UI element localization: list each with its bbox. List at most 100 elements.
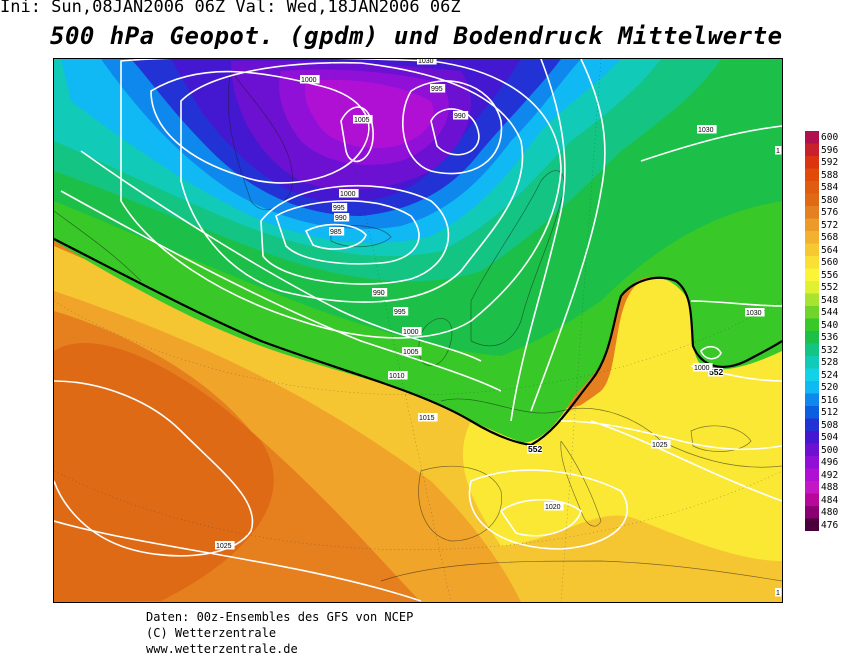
contour-label-bg [215, 541, 235, 550]
colorbar-cell-596 [805, 143, 819, 157]
contour-label-bg [697, 125, 717, 134]
contour-label-1000: 1000 [694, 365, 710, 372]
contour-552 [54, 238, 782, 447]
contour-label-552: 552 [709, 367, 723, 377]
contour-label-bg [300, 75, 320, 84]
colorbar-label-528: 528 [821, 357, 839, 368]
colorbar-cell-584 [805, 181, 819, 194]
contour-label-995: 995 [431, 86, 443, 93]
contour-label-bg [353, 115, 373, 124]
coast-blacksea [690, 425, 752, 452]
colorbar-label-556: 556 [821, 269, 839, 281]
colorbar-label-508: 508 [821, 419, 839, 431]
colorbar-cell-508 [805, 418, 819, 432]
colorbar-label-588: 588 [821, 169, 839, 181]
colorbar-label-504: 504 [821, 432, 839, 443]
contour-label-1025: 1025 [652, 442, 668, 449]
colorbar-cell-548 [805, 293, 819, 307]
map-title: 500 hPa Geopot. (gpdm) und Bodendruck Mi… [50, 22, 783, 50]
contour-label-bg [430, 84, 446, 93]
colorbar-label-572: 572 [821, 219, 839, 231]
colorbar-cell-592 [805, 156, 819, 169]
colorbar-cell-576 [805, 206, 819, 219]
colorbar-cell-532 [805, 343, 819, 357]
contour-label-bg [339, 189, 359, 198]
colorbar-label-540: 540 [821, 319, 839, 331]
contour-label-bg [527, 445, 543, 454]
coast-britain [418, 318, 453, 367]
coast-africa [380, 560, 782, 582]
contour-label-1030: 1030 [698, 127, 714, 134]
colorbar-cell-588 [805, 168, 819, 182]
contour-label-995: 995 [394, 309, 406, 316]
coast-canada [54, 210, 142, 282]
contour-label-bg [453, 111, 469, 120]
contour-label-1030: 1030 [418, 59, 434, 65]
colorbar-label-512: 512 [821, 407, 839, 418]
coast-italy [560, 440, 602, 527]
colorbar-cell-496 [805, 456, 819, 469]
colorbar-label-480: 480 [821, 507, 839, 518]
contour-label-1005: 1005 [354, 117, 370, 124]
colorbar-cell-488 [805, 481, 819, 494]
colorbar-label-488: 488 [821, 482, 839, 493]
colorbar-cell-568 [805, 231, 819, 244]
contour-label-552: 552 [528, 444, 542, 454]
contour-label-bg [651, 440, 671, 449]
colorbar-label-552: 552 [821, 282, 839, 293]
colorbar-label-484: 484 [821, 494, 839, 506]
colorbar-label-492: 492 [821, 469, 839, 481]
colorbar-label-564: 564 [821, 244, 839, 256]
colorbar-cell-520 [805, 381, 819, 394]
colorbar-cell-492 [805, 468, 819, 482]
credit-website: www.wetterzentrale.de [146, 642, 298, 656]
colorbar-label-500: 500 [821, 444, 839, 456]
contour-label-bg [332, 203, 348, 212]
colorbar-cell-560 [805, 256, 819, 269]
contour-label-1030: 1030 [746, 310, 762, 317]
contour-label-bg [693, 363, 713, 372]
colorbar-label-600: 600 [821, 132, 839, 143]
colorbar-cell-516 [805, 393, 819, 407]
colorbar-cell-512 [805, 406, 819, 419]
colorbar-cell-504 [805, 431, 819, 444]
contour-label-1005: 1005 [403, 349, 419, 356]
contour-label-bg [388, 371, 408, 380]
colorbar-cell-480 [805, 506, 819, 519]
contour-label-bg [372, 288, 388, 297]
colorbar-cell-552 [805, 281, 819, 294]
contour-label-bg [418, 413, 438, 422]
contour-label-bg [402, 327, 422, 336]
contour-label-985: 985 [330, 229, 342, 236]
coast-iberia [418, 465, 502, 542]
colorbar-cell-484 [805, 493, 819, 507]
colorbar-label-548: 548 [821, 294, 839, 306]
colorbar-cell-540 [805, 318, 819, 332]
colorbar-label-584: 584 [821, 182, 839, 193]
colorbar [805, 131, 819, 531]
contour-label-bg [708, 368, 724, 377]
colorbar-cell-500 [805, 443, 819, 457]
run-info: Ini: Sun,08JAN2006 06Z Val: Wed,18JAN200… [0, 0, 461, 17]
colorbar-cell-564 [805, 243, 819, 257]
credit-data-source: Daten: 00z-Ensembles des GFS von NCEP [146, 610, 414, 624]
contour-label-bg [334, 213, 350, 222]
colorbar-label-476: 476 [821, 519, 839, 531]
contour-label-bg [329, 227, 345, 236]
colorbar-label-568: 568 [821, 232, 839, 243]
contour-label-1: 1 [776, 590, 780, 597]
colorbar-label-532: 532 [821, 344, 839, 356]
coast-scandinavia [470, 170, 565, 347]
contour-label-bg [544, 502, 564, 511]
colorbar-cell-536 [805, 331, 819, 344]
colorbar-label-560: 560 [821, 257, 839, 268]
colorbar-cell-600 [805, 131, 819, 144]
colorbar-label-520: 520 [821, 382, 839, 393]
colorbar-label-536: 536 [821, 332, 839, 343]
contour-label-bg [775, 588, 782, 597]
colorbar-cell-476 [805, 518, 819, 531]
contour-label-1000: 1000 [340, 191, 356, 198]
contour-label-1000: 1000 [301, 77, 317, 84]
credits: Daten: 00z-Ensembles des GFS von NCEP (C… [146, 609, 413, 657]
contour-label-bg [417, 59, 437, 65]
